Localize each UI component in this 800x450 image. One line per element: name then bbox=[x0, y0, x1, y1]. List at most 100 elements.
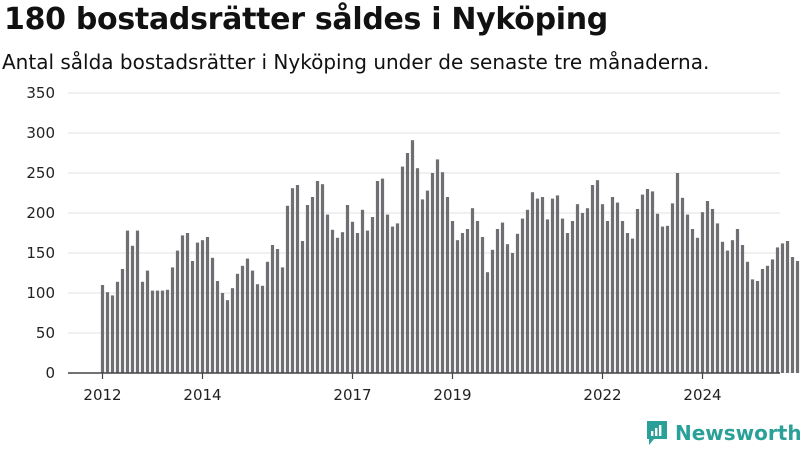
bar bbox=[235, 273, 240, 373]
bar bbox=[285, 205, 290, 373]
bar bbox=[450, 221, 455, 373]
bar bbox=[395, 223, 400, 373]
bar bbox=[550, 198, 555, 373]
bar bbox=[190, 261, 195, 373]
bar bbox=[750, 279, 755, 373]
bar bbox=[700, 212, 705, 373]
bar bbox=[110, 295, 115, 373]
bar bbox=[140, 281, 145, 373]
bar bbox=[745, 261, 750, 373]
bar bbox=[305, 205, 310, 373]
bar bbox=[185, 233, 190, 373]
bar bbox=[685, 214, 690, 373]
bar bbox=[655, 213, 660, 373]
bar bbox=[570, 221, 575, 373]
bar bbox=[705, 201, 710, 373]
bar bbox=[435, 159, 440, 373]
bar bbox=[425, 190, 430, 373]
bar bbox=[330, 229, 335, 373]
y-tick-label: 350 bbox=[26, 84, 55, 102]
y-tick-label: 0 bbox=[45, 364, 55, 382]
x-tick-label: 2019 bbox=[433, 386, 471, 404]
bar bbox=[470, 208, 475, 373]
bar bbox=[200, 240, 205, 373]
bar bbox=[765, 265, 770, 373]
bar bbox=[475, 221, 480, 373]
bar bbox=[345, 205, 350, 373]
bar bbox=[615, 202, 620, 373]
bar bbox=[290, 188, 295, 373]
bar bbox=[600, 204, 605, 373]
bar bbox=[755, 281, 760, 373]
bar bbox=[100, 285, 105, 373]
x-tick-label: 2014 bbox=[183, 386, 221, 404]
bar bbox=[535, 198, 540, 373]
bar bbox=[760, 269, 765, 373]
y-tick-label: 150 bbox=[26, 244, 55, 262]
bar bbox=[145, 270, 150, 373]
bar bbox=[180, 235, 185, 373]
newsworthy-brand[interactable]: Newsworthy bbox=[645, 420, 800, 446]
bar bbox=[585, 208, 590, 373]
x-tick-label: 2022 bbox=[583, 386, 621, 404]
bar bbox=[575, 204, 580, 373]
bar bbox=[250, 270, 255, 373]
bar bbox=[385, 214, 390, 373]
bar bbox=[645, 189, 650, 373]
bar bbox=[430, 173, 435, 373]
bar bbox=[315, 181, 320, 373]
bars bbox=[100, 140, 800, 373]
bar bbox=[135, 230, 140, 373]
bar bbox=[400, 166, 405, 373]
bar bbox=[365, 230, 370, 373]
bar bbox=[380, 178, 385, 373]
x-tick-label: 2017 bbox=[333, 386, 371, 404]
chart-subtitle: Antal sålda bostadsrätter i Nyköping und… bbox=[2, 50, 710, 74]
bar bbox=[630, 238, 635, 373]
bar bbox=[525, 209, 530, 373]
bar bbox=[335, 237, 340, 373]
bar bbox=[275, 249, 280, 373]
bar bbox=[510, 253, 515, 373]
bar bbox=[730, 240, 735, 373]
bar bbox=[710, 209, 715, 373]
bar bbox=[220, 293, 225, 373]
bar bbox=[280, 267, 285, 373]
bar bbox=[270, 245, 275, 373]
bar bbox=[580, 213, 585, 373]
bar bbox=[610, 197, 615, 373]
bar bbox=[245, 258, 250, 373]
bar bbox=[680, 197, 685, 373]
bar bbox=[165, 289, 170, 373]
bar bbox=[565, 233, 570, 373]
bar bbox=[795, 261, 800, 373]
bar bbox=[445, 197, 450, 373]
bar bbox=[640, 194, 645, 373]
bar bbox=[595, 180, 600, 373]
bar bbox=[555, 195, 560, 373]
bar bbox=[320, 184, 325, 373]
bar bbox=[120, 269, 125, 373]
bar bbox=[130, 245, 135, 373]
bar bbox=[195, 242, 200, 373]
y-tick-label: 200 bbox=[26, 204, 55, 222]
bar bbox=[725, 250, 730, 373]
bar bbox=[500, 222, 505, 373]
bar bbox=[175, 250, 180, 373]
bar bbox=[325, 214, 330, 373]
bar bbox=[355, 233, 360, 373]
bar bbox=[720, 241, 725, 373]
bar bbox=[620, 221, 625, 373]
chart-title: 180 bostadsrätter såldes i Nyköping bbox=[4, 2, 608, 37]
bar bbox=[150, 290, 155, 373]
bar bbox=[455, 240, 460, 373]
bar bbox=[240, 265, 245, 373]
bar bbox=[735, 229, 740, 373]
bar bbox=[375, 181, 380, 373]
bar bbox=[520, 218, 525, 373]
y-tick-label: 250 bbox=[26, 164, 55, 182]
bar bbox=[495, 229, 500, 373]
bar bbox=[605, 221, 610, 373]
bar bbox=[420, 199, 425, 373]
